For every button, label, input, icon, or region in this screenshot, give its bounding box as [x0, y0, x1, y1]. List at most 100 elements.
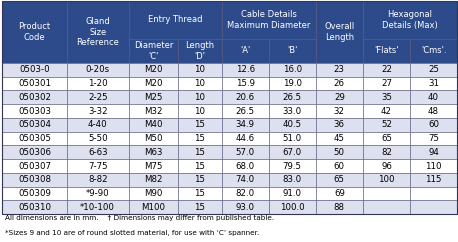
Text: 050304: 050304 — [18, 120, 51, 129]
Bar — [67, 200, 129, 214]
Bar — [410, 145, 457, 159]
Bar — [363, 132, 410, 145]
Bar — [269, 104, 316, 118]
Text: 12.6: 12.6 — [235, 65, 255, 74]
Bar — [316, 187, 363, 200]
Text: 19.0: 19.0 — [283, 79, 302, 88]
Bar — [67, 159, 129, 173]
Text: 8-82: 8-82 — [88, 175, 108, 184]
Text: 42: 42 — [381, 106, 392, 115]
Bar — [2, 173, 67, 187]
Bar — [2, 118, 67, 132]
Text: 32: 32 — [334, 106, 345, 115]
Bar — [222, 39, 269, 63]
Text: 10: 10 — [195, 65, 206, 74]
Bar — [410, 200, 457, 214]
Bar — [67, 118, 129, 132]
Bar — [410, 159, 457, 173]
Bar — [222, 104, 269, 118]
Bar — [178, 104, 222, 118]
Text: Entry Thread: Entry Thread — [148, 15, 202, 24]
Bar — [2, 159, 67, 173]
Text: 25: 25 — [428, 65, 439, 74]
Bar — [269, 91, 316, 104]
Text: 050306: 050306 — [18, 148, 51, 157]
Bar — [67, 77, 129, 91]
Text: 5-50: 5-50 — [88, 134, 108, 143]
Bar — [67, 91, 129, 104]
Bar — [129, 118, 178, 132]
Bar — [316, 77, 363, 91]
Text: 050303: 050303 — [18, 106, 51, 115]
Text: 52: 52 — [381, 120, 392, 129]
Bar — [316, 159, 363, 173]
Text: Diameter
'C': Diameter 'C' — [134, 41, 173, 60]
Bar — [178, 63, 222, 77]
Bar — [67, 104, 129, 118]
Bar — [316, 91, 363, 104]
Bar — [222, 145, 269, 159]
Bar — [410, 39, 457, 63]
Bar — [222, 77, 269, 91]
Text: 33.0: 33.0 — [283, 106, 302, 115]
Text: 0503-0: 0503-0 — [19, 65, 50, 74]
Text: 15: 15 — [195, 162, 206, 171]
Bar — [129, 132, 178, 145]
Bar — [129, 200, 178, 214]
Bar — [269, 200, 316, 214]
Text: 50: 50 — [334, 148, 345, 157]
Bar — [363, 173, 410, 187]
Text: 51.0: 51.0 — [283, 134, 302, 143]
Text: M20: M20 — [144, 65, 163, 74]
Bar — [129, 159, 178, 173]
Bar — [269, 118, 316, 132]
Bar — [67, 63, 129, 77]
Bar — [178, 39, 222, 63]
Bar — [316, 118, 363, 132]
Bar — [178, 77, 222, 91]
Text: M25: M25 — [144, 93, 163, 102]
Text: 16.0: 16.0 — [283, 65, 302, 74]
Bar — [178, 173, 222, 187]
Text: Length
'D': Length 'D' — [185, 41, 214, 60]
Bar — [222, 187, 269, 200]
Text: 0-20s: 0-20s — [86, 65, 110, 74]
Bar — [316, 132, 363, 145]
Text: 110: 110 — [425, 162, 442, 171]
Text: Hexagonal
Details (Max): Hexagonal Details (Max) — [382, 10, 438, 30]
Text: 'Cms'.: 'Cms'. — [421, 46, 446, 55]
Text: *10-100: *10-100 — [80, 203, 115, 212]
Bar — [363, 63, 410, 77]
Bar — [67, 1, 129, 63]
Text: 050307: 050307 — [18, 162, 51, 171]
Bar — [410, 118, 457, 132]
Text: 57.0: 57.0 — [235, 148, 255, 157]
Bar — [129, 39, 178, 63]
Text: 15.9: 15.9 — [236, 79, 255, 88]
Text: M32: M32 — [144, 106, 163, 115]
Bar — [129, 1, 222, 39]
Text: 26.5: 26.5 — [235, 106, 255, 115]
Text: 2-25: 2-25 — [88, 93, 108, 102]
Bar — [363, 39, 410, 63]
Bar — [178, 118, 222, 132]
Bar — [269, 187, 316, 200]
Text: Product
Code: Product Code — [18, 22, 50, 42]
Bar — [222, 118, 269, 132]
Bar — [269, 159, 316, 173]
Bar — [410, 187, 457, 200]
Bar — [2, 200, 67, 214]
Text: 20.6: 20.6 — [235, 93, 255, 102]
Text: 93.0: 93.0 — [236, 203, 255, 212]
Bar — [178, 200, 222, 214]
Text: 31: 31 — [428, 79, 439, 88]
Bar — [316, 200, 363, 214]
Bar — [269, 173, 316, 187]
Bar — [410, 63, 457, 77]
Bar — [222, 173, 269, 187]
Text: 15: 15 — [195, 189, 206, 198]
Text: 115: 115 — [425, 175, 442, 184]
Bar — [363, 91, 410, 104]
Text: 22: 22 — [381, 65, 392, 74]
Text: 45: 45 — [334, 134, 345, 143]
